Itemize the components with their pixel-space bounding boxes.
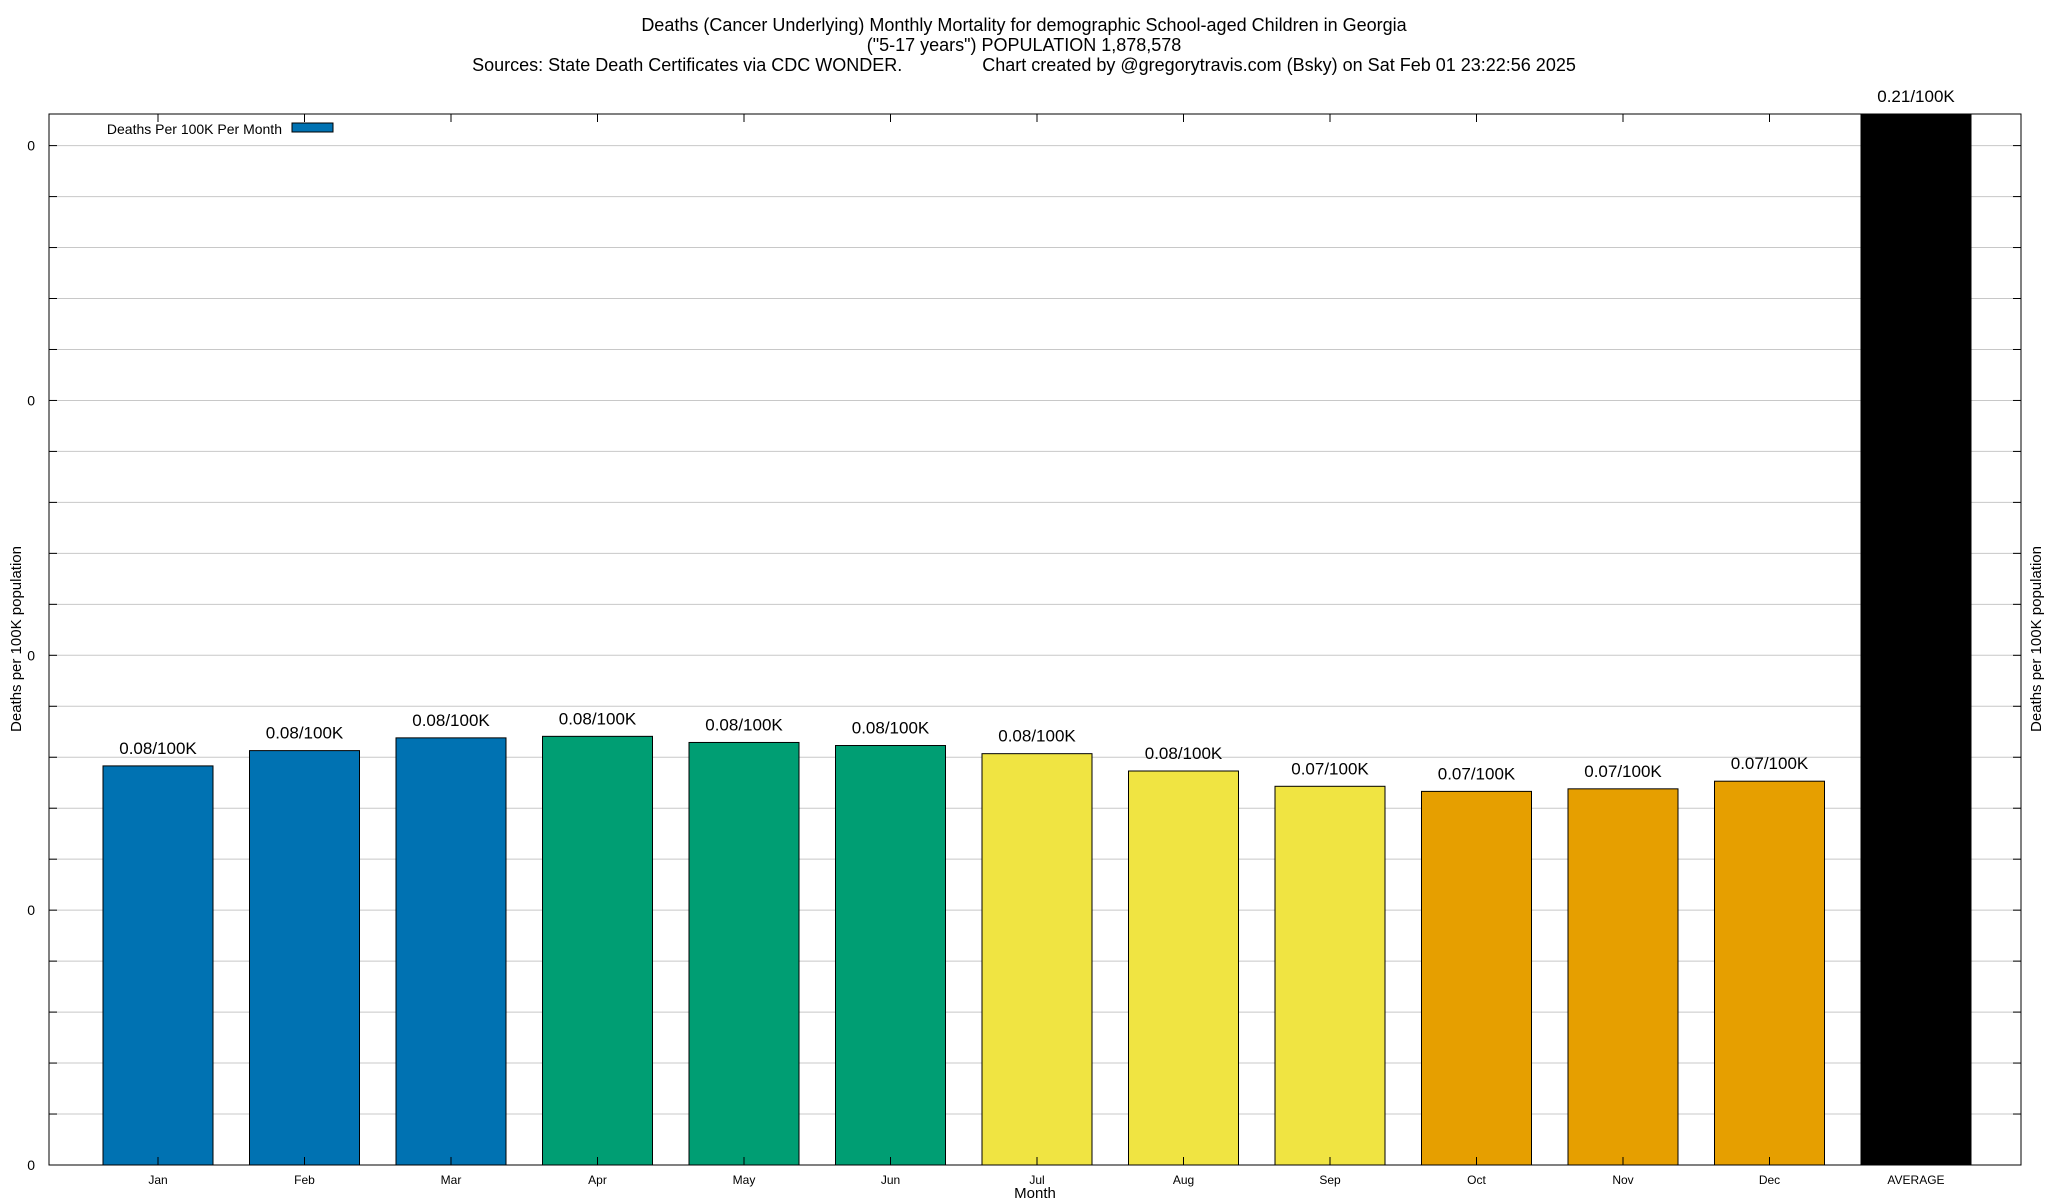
bar-nov bbox=[1567, 788, 1679, 1166]
value-label: 0.08/100K bbox=[705, 715, 783, 734]
x-tick-label: Aug bbox=[1173, 1173, 1194, 1187]
bar-apr bbox=[542, 735, 653, 1166]
x-tick-label: Jul bbox=[1029, 1173, 1044, 1187]
y-axis-title-left: Deaths per 100K population bbox=[8, 546, 25, 732]
legend: Deaths Per 100K Per Month bbox=[107, 121, 334, 137]
title-line-1: Deaths (Cancer Underlying) Monthly Morta… bbox=[641, 15, 1407, 35]
value-label: 0.08/100K bbox=[559, 709, 637, 728]
x-tick-label: Jan bbox=[148, 1173, 167, 1187]
value-label: 0.08/100K bbox=[119, 739, 197, 758]
value-label: 0.07/100K bbox=[1291, 759, 1369, 778]
value-label: 0.08/100K bbox=[412, 711, 490, 730]
bar-dec bbox=[1714, 780, 1825, 1166]
value-label: 0.21/100K bbox=[1877, 87, 1955, 106]
bar-feb bbox=[249, 750, 360, 1166]
value-label: 0.07/100K bbox=[1584, 762, 1662, 781]
value-labels: 0.08/100K 0.08/100K 0.08/100K 0.08/100K 0.08… bbox=[119, 87, 1955, 783]
value-label: 0.07/100K bbox=[1438, 764, 1516, 783]
plot-frame bbox=[48, 113, 2022, 1166]
legend-swatch bbox=[291, 122, 334, 133]
x-tick-labels: Jan Feb Mar Apr May Jun Jul Aug Sep Oct Nov Dec AVER… bbox=[148, 114, 1945, 1187]
y-tick-label: 0 bbox=[27, 138, 35, 154]
value-label: 0.08/100K bbox=[998, 727, 1076, 746]
x-tick-label: Dec bbox=[1759, 1173, 1780, 1187]
y-tick-label: 0 bbox=[27, 1157, 35, 1173]
bar-aug bbox=[1128, 770, 1239, 1166]
y-tick-label: 0 bbox=[27, 392, 35, 408]
y-tick-label: 0 bbox=[27, 902, 35, 918]
bar-jan bbox=[102, 765, 214, 1166]
bar-oct bbox=[1421, 790, 1532, 1166]
x-tick-label: AVERAGE bbox=[1887, 1173, 1944, 1187]
bar-jun bbox=[835, 745, 946, 1166]
y-tick-label: 0 bbox=[27, 647, 35, 663]
title-line-2: ("5-17 years") POPULATION 1,878,578 bbox=[867, 35, 1182, 55]
x-tick-label: Nov bbox=[1612, 1173, 1633, 1187]
bar-average bbox=[1860, 113, 1972, 1166]
value-label: 0.08/100K bbox=[266, 724, 344, 743]
x-tick-label: Sep bbox=[1319, 1173, 1341, 1187]
x-tick-label: Jun bbox=[881, 1173, 900, 1187]
x-tick-label: Mar bbox=[441, 1173, 462, 1187]
bar-mar bbox=[395, 737, 507, 1166]
x-tick-label: Apr bbox=[588, 1173, 607, 1187]
y-axis-title-right: Deaths per 100K population bbox=[2028, 546, 2045, 732]
bar-sep bbox=[1274, 785, 1386, 1166]
value-label: 0.07/100K bbox=[1731, 754, 1809, 773]
x-tick-label: Feb bbox=[294, 1173, 315, 1187]
x-axis-title: Month bbox=[1014, 1185, 1056, 1200]
x-tick-label: Oct bbox=[1467, 1173, 1486, 1187]
bars bbox=[102, 113, 1972, 1166]
y-tick-labels: 0 0 0 0 0 bbox=[27, 138, 35, 1173]
x-tick-label: May bbox=[733, 1173, 756, 1187]
chart-title: Deaths (Cancer Underlying) Monthly Morta… bbox=[472, 15, 1576, 75]
legend-label: Deaths Per 100K Per Month bbox=[107, 121, 282, 137]
title-line-3: Sources: State Death Certificates via CD… bbox=[472, 55, 1576, 75]
value-label: 0.08/100K bbox=[1145, 744, 1223, 763]
bar-may bbox=[688, 741, 800, 1166]
bar-jul bbox=[981, 753, 1093, 1166]
value-label: 0.08/100K bbox=[852, 719, 930, 738]
